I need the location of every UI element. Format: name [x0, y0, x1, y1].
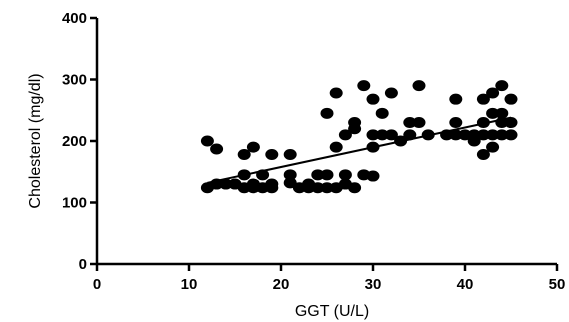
data-point	[476, 149, 490, 161]
x-ticks: 0 10 20 30 40 50	[93, 264, 566, 293]
data-point	[403, 129, 417, 141]
data-point	[320, 107, 334, 119]
data-point	[348, 123, 362, 135]
y-tick-label: 300	[62, 72, 87, 89]
data-point	[486, 107, 500, 119]
data-point	[265, 182, 279, 194]
data-point	[449, 93, 463, 105]
data-point	[357, 80, 371, 92]
data-point	[329, 87, 343, 99]
x-tick-label: 40	[457, 276, 474, 293]
data-point	[504, 117, 518, 129]
data-point	[486, 141, 500, 153]
data-point	[467, 129, 481, 141]
data-point	[486, 129, 500, 141]
y-tick-label: 100	[62, 195, 87, 212]
data-point	[458, 129, 472, 141]
data-point	[283, 169, 297, 181]
data-point	[449, 129, 463, 141]
y-tick-label: 200	[62, 133, 87, 150]
trendline	[207, 116, 512, 184]
data-point	[412, 117, 426, 129]
data-point	[329, 141, 343, 153]
data-point	[486, 87, 500, 99]
data-point	[375, 129, 389, 141]
data-point	[384, 129, 398, 141]
data-point	[246, 141, 260, 153]
x-tick-label: 0	[93, 276, 101, 293]
data-point	[210, 143, 224, 155]
y-axis-title: Cholesterol (mg/dl)	[27, 73, 44, 208]
data-point	[246, 182, 260, 194]
data-point	[311, 169, 325, 181]
data-point	[200, 135, 214, 147]
data-point	[320, 182, 334, 194]
data-point	[449, 117, 463, 129]
data-point	[403, 117, 417, 129]
x-tick-label: 10	[181, 276, 198, 293]
data-point	[302, 182, 316, 194]
y-ticks: 0 100 200 300 400	[62, 10, 97, 273]
data-point	[495, 129, 509, 141]
data-point	[476, 129, 490, 141]
data-point	[366, 129, 380, 141]
data-points	[200, 80, 518, 194]
data-point	[384, 87, 398, 99]
data-point	[237, 149, 251, 161]
data-point	[412, 80, 426, 92]
data-point	[476, 93, 490, 105]
data-point	[338, 169, 352, 181]
axes	[95, 18, 557, 266]
y-tick-label: 0	[79, 256, 87, 273]
data-point	[495, 107, 509, 119]
data-point	[366, 93, 380, 105]
x-tick-label: 30	[365, 276, 382, 293]
y-tick-label: 400	[62, 10, 87, 27]
data-point	[348, 182, 362, 194]
x-tick-label: 50	[549, 276, 566, 293]
data-point	[504, 93, 518, 105]
data-point	[375, 107, 389, 119]
data-point	[219, 178, 233, 190]
data-point	[265, 149, 279, 161]
x-tick-label: 20	[273, 276, 290, 293]
data-point	[338, 129, 352, 141]
data-point	[283, 149, 297, 161]
data-point	[366, 170, 380, 182]
data-point	[320, 169, 334, 181]
data-point	[504, 129, 518, 141]
data-point	[495, 80, 509, 92]
x-axis-title: GGT (U/L)	[295, 303, 369, 320]
data-point	[311, 182, 325, 194]
